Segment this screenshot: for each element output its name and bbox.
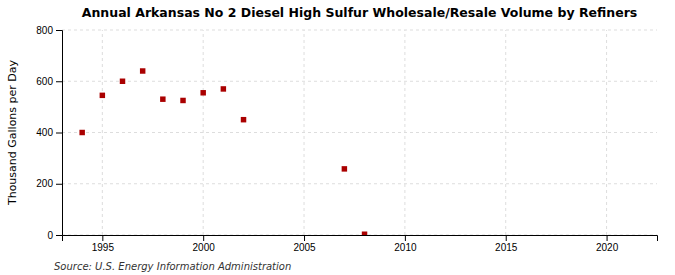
chart: 1995 2000 2005 2010 2015 2020 0 200 400 600 800 Ann… — [0, 0, 675, 275]
title: Annual Arkansas No 2 Diesel High Sulfur … — [82, 5, 637, 20]
point — [79, 130, 84, 135]
x-tick-mark — [607, 235, 608, 241]
point — [180, 98, 185, 103]
x-tick-mark — [203, 235, 204, 241]
y-tick-mark — [56, 81, 62, 82]
y-tick: 800 — [36, 25, 62, 36]
y-tick-label: 800 — [36, 25, 53, 36]
y-tick: 400 — [36, 127, 62, 138]
x-tick: 2020 — [596, 235, 619, 253]
y-tick-mark — [56, 30, 62, 31]
y-tick: 0 — [47, 230, 62, 241]
point — [100, 93, 105, 98]
point — [160, 96, 165, 101]
y-grid-line — [62, 132, 657, 133]
point — [140, 68, 145, 73]
y-grid-line — [62, 183, 657, 184]
y-tick: 200 — [36, 178, 62, 189]
x-grid-line — [102, 30, 103, 235]
x-tick: 2000 — [193, 235, 216, 253]
y-axis: 0 200 400 600 800 — [36, 25, 62, 241]
x-tick-mark — [506, 235, 507, 241]
y-axis-title: Thousand Gallons per Day — [6, 59, 19, 206]
x-axis: 1995 2000 2005 2010 2015 2020 — [63, 235, 658, 253]
x-tick-label: 2020 — [596, 242, 619, 253]
point — [120, 79, 125, 84]
point — [241, 117, 246, 122]
point — [200, 90, 205, 95]
y-tick-mark — [56, 235, 62, 236]
x-tick-label: 2005 — [293, 242, 316, 253]
x-tick: 1995 — [92, 235, 115, 253]
points — [79, 68, 367, 235]
y-tick-mark — [56, 133, 62, 134]
x-tick: 2010 — [394, 235, 417, 253]
x-tick-mark — [304, 235, 305, 241]
x-tick-label: 1995 — [92, 242, 115, 253]
x-tick-label: 2000 — [193, 242, 216, 253]
x-tick-mark — [102, 235, 103, 241]
y-axis-line — [56, 31, 63, 236]
x-tick-label: 2015 — [495, 242, 518, 253]
point — [362, 231, 367, 235]
y-tick-label: 0 — [47, 230, 53, 241]
x-grid-line — [606, 30, 607, 235]
x-tick-mark — [405, 235, 406, 241]
point — [221, 86, 226, 91]
grid — [62, 30, 657, 235]
y-tick: 600 — [36, 76, 62, 87]
y-grid-line — [62, 81, 657, 82]
y-tick-mark — [56, 184, 62, 185]
y-tick-label: 600 — [36, 76, 53, 87]
y-grid-line — [62, 30, 657, 31]
x-tick: 2005 — [293, 235, 316, 253]
y-tick-label: 400 — [36, 127, 53, 138]
x-axis-line — [63, 236, 658, 242]
y-tick-label: 200 — [36, 178, 53, 189]
point — [342, 166, 347, 171]
annotation: Source: U.S. Energy Information Administ… — [54, 261, 291, 272]
x-tick-label: 2010 — [394, 242, 417, 253]
x-tick: 2015 — [495, 235, 518, 253]
